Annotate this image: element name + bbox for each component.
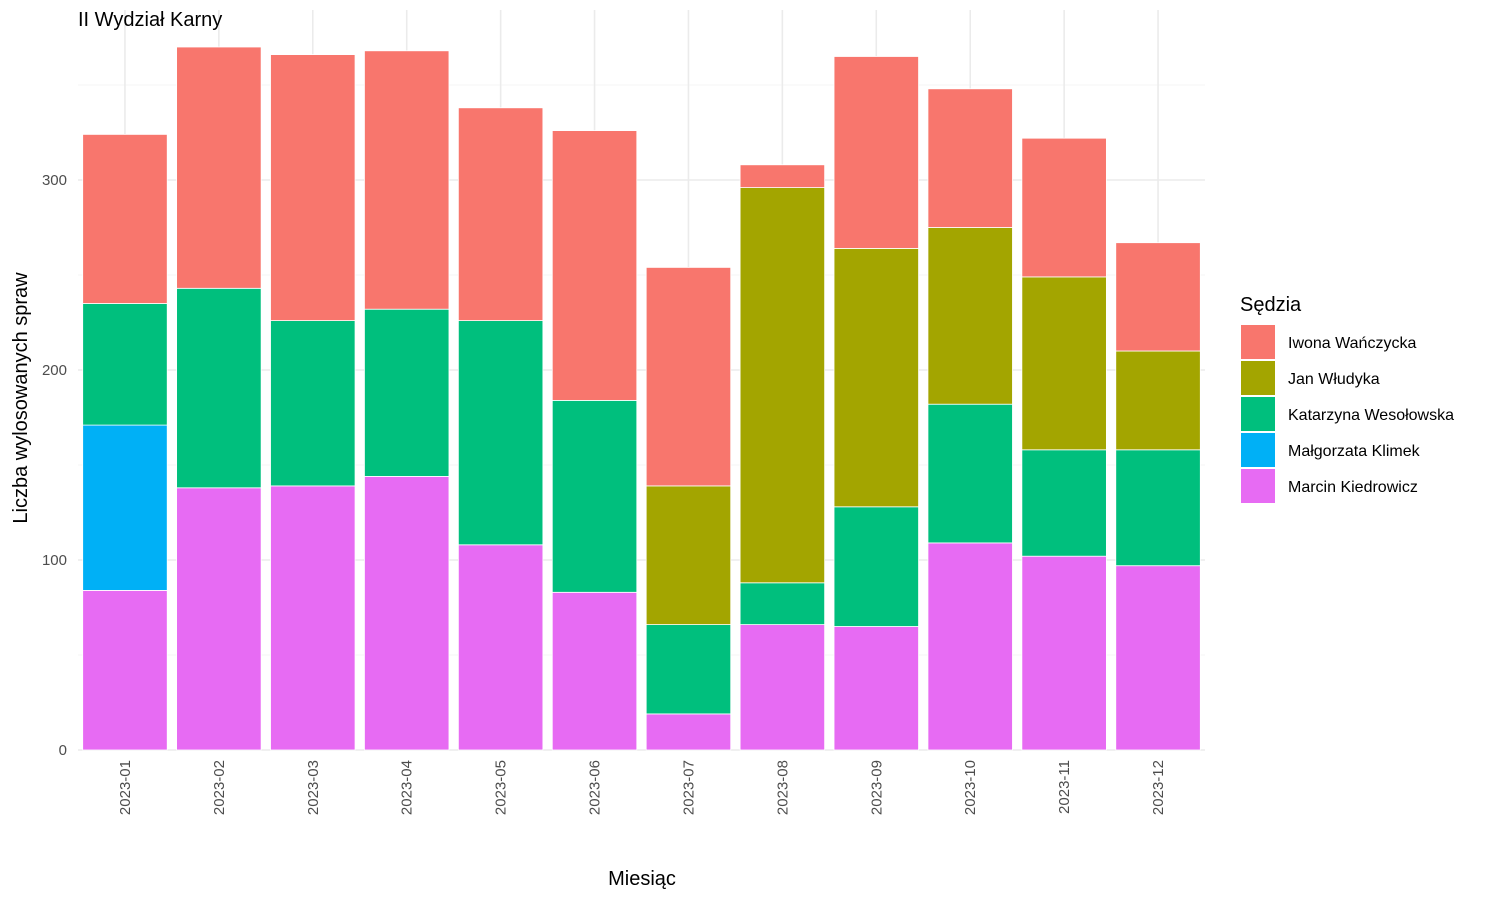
bar-segment — [1115, 242, 1201, 352]
bar-segment — [270, 54, 356, 321]
bar-segment — [739, 187, 826, 584]
bar-segment — [82, 590, 168, 751]
x-tick-label: 2023-12 — [1150, 760, 1167, 815]
x-tick-label: 2023-04 — [399, 760, 416, 815]
y-tick-label: 0 — [59, 742, 67, 759]
bar-segment — [739, 164, 826, 189]
bar-segment — [176, 287, 262, 489]
legend-swatch — [1241, 397, 1275, 431]
bar-segment — [551, 399, 638, 593]
bar-segment — [457, 320, 544, 546]
bar-segment — [1021, 276, 1107, 451]
bar-segment — [927, 403, 1013, 544]
bar-segment — [82, 424, 168, 591]
x-axis-title: Miesiąc — [608, 868, 676, 890]
bar-segment — [364, 50, 450, 310]
x-tick-label: 2023-10 — [962, 760, 979, 815]
legend-title: Sędzia — [1240, 294, 1302, 316]
bar-segment — [1021, 449, 1107, 557]
chart-title: II Wydział Karny — [78, 9, 222, 31]
x-tick-label: 2023-11 — [1056, 760, 1073, 814]
legend-swatch — [1241, 433, 1275, 467]
bar-segment — [833, 506, 919, 627]
bar-segment — [1021, 555, 1107, 751]
bar-segment — [82, 133, 168, 304]
bar-segment — [176, 487, 262, 751]
legend-label: Małgorzata Klimek — [1288, 443, 1421, 460]
bar-segment — [457, 107, 544, 322]
bar-segment — [270, 485, 356, 751]
y-tick-label: 200 — [42, 362, 67, 379]
bar-segment — [551, 591, 638, 751]
legend-label: Iwona Wańczycka — [1288, 335, 1416, 352]
x-tick-label: 2023-07 — [680, 760, 697, 815]
x-tick-label: 2023-06 — [587, 760, 604, 815]
x-tick-label: 2023-09 — [868, 760, 885, 815]
bar-segment — [927, 542, 1013, 751]
bar-segment — [364, 475, 450, 751]
bar-segment — [739, 582, 826, 625]
bar-segment — [927, 227, 1013, 405]
bar-segment — [739, 624, 826, 751]
legend-swatch — [1241, 325, 1275, 359]
x-axis-ticks: 2023-01 2023-02 2023-03 2023-04 2023-05 2023-… — [117, 760, 1167, 815]
x-tick-label: 2023-03 — [305, 760, 322, 815]
bar-segment — [833, 247, 919, 508]
bar-segment — [270, 320, 356, 487]
x-tick-label: 2023-02 — [211, 760, 228, 815]
legend: Sędzia Iwona Wańczycka Jan Włudyka Katarzy… — [1240, 294, 1454, 503]
bar-segment — [1115, 565, 1201, 751]
y-tick-label: 100 — [42, 552, 67, 569]
bar-segment — [364, 308, 450, 477]
bar-segment — [645, 713, 732, 751]
bar-segment — [1021, 137, 1107, 278]
legend-label: Marcin Kiedrowicz — [1288, 479, 1418, 496]
bar-segment — [551, 130, 638, 401]
bar-segment — [457, 544, 544, 751]
bar-segment — [176, 46, 262, 289]
y-axis-ticks: 0 100 200 300 — [42, 172, 67, 759]
bar-segment — [833, 56, 919, 249]
bars — [82, 46, 1201, 751]
x-tick-label: 2023-05 — [493, 760, 510, 815]
x-tick-label: 2023-08 — [774, 760, 791, 815]
bar-segment — [82, 303, 168, 426]
bar-segment — [927, 88, 1013, 228]
y-tick-label: 300 — [42, 172, 67, 189]
bar-segment — [833, 626, 919, 751]
bar-segment — [645, 485, 732, 625]
bar-segment — [645, 624, 732, 715]
legend-swatch — [1241, 361, 1275, 395]
y-axis-title: Liczba wylosowanych spraw — [10, 272, 32, 524]
bar-segment — [1115, 350, 1201, 451]
legend-swatch — [1241, 469, 1275, 503]
bar-segment — [645, 266, 732, 487]
bar-segment — [1115, 449, 1201, 567]
legend-label: Katarzyna Wesołowska — [1288, 407, 1454, 424]
x-tick-label: 2023-01 — [117, 760, 134, 815]
legend-label: Jan Włudyka — [1288, 371, 1380, 388]
